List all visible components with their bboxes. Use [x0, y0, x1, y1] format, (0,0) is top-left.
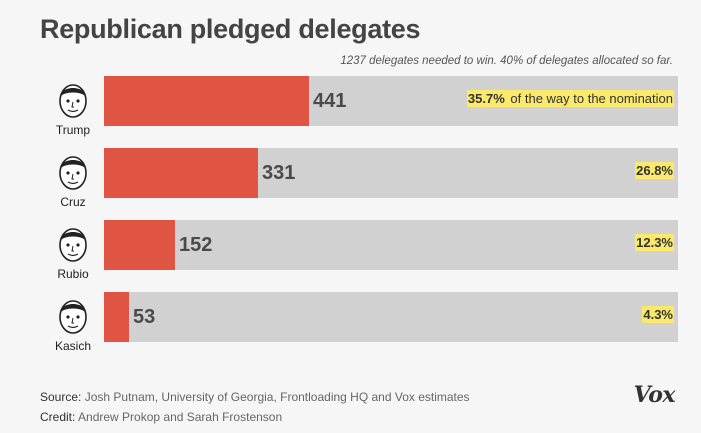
candidate-portrait-icon: [54, 151, 92, 193]
bar-track: 331 26.8%: [104, 148, 678, 198]
vox-logo: Vox: [633, 382, 676, 408]
percent-label: 4.3%: [642, 306, 674, 323]
bar-row-trump: Trump 441 35.7% of the way to the nominati…: [0, 73, 701, 139]
bar: [104, 148, 258, 198]
percent-label: 26.8%: [635, 162, 674, 179]
percent-label: 12.3%: [635, 234, 674, 251]
data-label: 152: [179, 234, 213, 256]
credit-label: Credit:: [40, 410, 76, 424]
bar-row-cruz: Cruz 331 26.8%: [0, 145, 701, 211]
bar: [104, 220, 175, 270]
data-label: 53: [133, 306, 156, 328]
bar-row-rubio: Rubio 152 12.3%: [0, 217, 701, 283]
bar: [104, 292, 129, 342]
source-label: Source:: [40, 390, 82, 404]
bar: [104, 76, 309, 126]
data-label: 441: [313, 90, 347, 112]
credit-text: Andrew Prokop and Sarah Frostenson: [78, 410, 283, 424]
bar-track: 53 4.3%: [104, 292, 678, 342]
percent-label: 35.7% of the way to the nomination: [466, 90, 674, 107]
bar-track: 441 35.7% of the way to the nomination: [104, 76, 678, 126]
category-label: Kasich: [54, 339, 92, 353]
category-label: Cruz: [60, 195, 86, 209]
source-line: Source: Josh Putnam, University of Georg…: [40, 390, 470, 404]
candidate-portrait-icon: [54, 223, 92, 265]
category-label: Trump: [55, 123, 91, 137]
data-label: 331: [262, 162, 296, 184]
percent-value: 35.7%: [466, 90, 506, 107]
percent-value: 12.3%: [635, 234, 674, 251]
candidate-portrait-icon: [54, 79, 92, 121]
bar-row-kasich: Kasich 53 4.3%: [0, 289, 701, 355]
percent-value: 4.3%: [642, 306, 674, 323]
category-label: Rubio: [57, 267, 89, 281]
source-text: Josh Putnam, University of Georgia, Fron…: [84, 390, 470, 404]
bar-track: 152 12.3%: [104, 220, 678, 270]
credit-line: Credit: Andrew Prokop and Sarah Frostens…: [40, 410, 282, 424]
percent-value: 26.8%: [635, 162, 674, 179]
candidate-portrait-icon: [54, 295, 92, 337]
chart-title: Republican pledged delegates: [40, 14, 421, 44]
annotation-text: of the way to the nomination: [505, 90, 674, 107]
chart-subtitle: 1237 delegates needed to win. 40% of del…: [340, 55, 673, 67]
